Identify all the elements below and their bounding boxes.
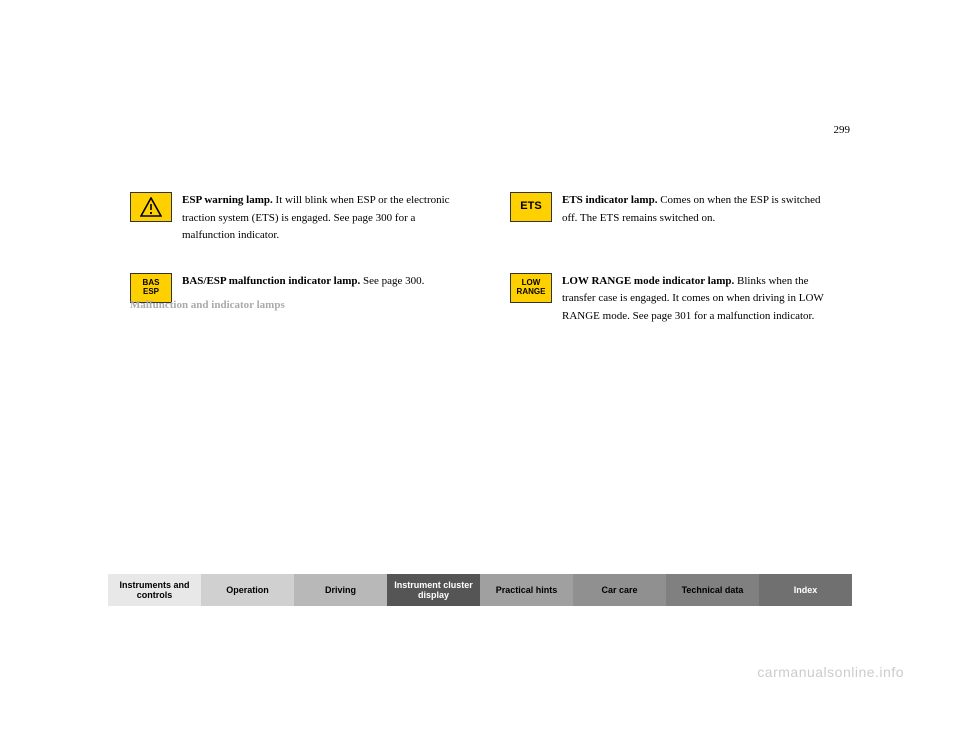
ets-icon: ETS bbox=[510, 192, 552, 222]
lamp-description: ETS indicator lamp. Comes on when the ES… bbox=[562, 192, 830, 227]
lamp-desc-prefix: BAS/ESP malfunction indicator lamp. bbox=[182, 275, 360, 287]
lamp-desc-prefix: ESP warning lamp. bbox=[182, 194, 273, 206]
nav-index[interactable]: Index bbox=[759, 574, 852, 606]
nav-practical-hints[interactable]: Practical hints bbox=[480, 574, 573, 606]
section-title: Malfunction and indicator lamps bbox=[130, 299, 285, 311]
nav-technical-data[interactable]: Technical data bbox=[666, 574, 759, 606]
manual-page: 299 ESP warning lamp. It will blink when… bbox=[0, 0, 960, 742]
content-area: ESP warning lamp. It will blink when ESP… bbox=[130, 192, 830, 354]
lamp-desc-body: See page 300. bbox=[360, 275, 424, 287]
lamp-description: ESP warning lamp. It will blink when ESP… bbox=[182, 192, 450, 245]
lamp-description: BAS/ESP malfunction indicator lamp. See … bbox=[182, 273, 424, 291]
lamp-entry: ETS ETS indicator lamp. Comes on when th… bbox=[510, 192, 830, 245]
nav-instruments-controls[interactable]: Instruments and controls bbox=[108, 574, 201, 606]
warning-triangle-icon bbox=[130, 192, 172, 222]
low-range-icon: LOWRANGE bbox=[510, 273, 552, 303]
lamp-desc-prefix: ETS indicator lamp. bbox=[562, 194, 657, 206]
watermark: carmanualsonline.info bbox=[757, 664, 904, 680]
nav-driving[interactable]: Driving bbox=[294, 574, 387, 606]
lamp-entry: ESP warning lamp. It will blink when ESP… bbox=[130, 192, 450, 245]
nav-operation[interactable]: Operation bbox=[201, 574, 294, 606]
lamp-entry: LOWRANGE LOW RANGE mode indicator lamp. … bbox=[510, 273, 830, 326]
nav-instrument-cluster-display[interactable]: Instrument cluster display bbox=[387, 574, 480, 606]
nav-bar: Instruments and controls Operation Drivi… bbox=[108, 574, 852, 606]
lamp-desc-prefix: LOW RANGE mode indicator lamp. bbox=[562, 275, 734, 287]
nav-car-care[interactable]: Car care bbox=[573, 574, 666, 606]
lamp-description: LOW RANGE mode indicator lamp. Blinks wh… bbox=[562, 273, 830, 326]
page-number: 299 bbox=[834, 124, 851, 136]
lamp-row: ESP warning lamp. It will blink when ESP… bbox=[130, 192, 830, 245]
